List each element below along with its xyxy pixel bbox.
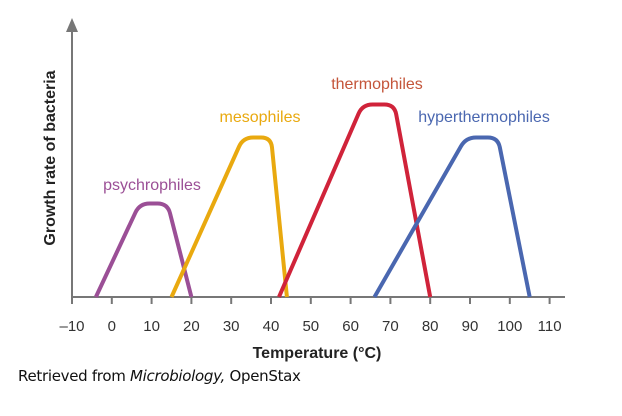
x-axis-label: Temperature (°C): [253, 345, 382, 362]
y-axis-arrow-icon: [66, 18, 78, 32]
label-hyperthermophiles: hyperthermophiles: [418, 109, 550, 126]
caption-suffix: OpenStax: [225, 367, 301, 385]
x-tick-label: 100: [497, 318, 522, 335]
label-thermophiles: thermophiles: [331, 76, 423, 93]
caption: Retrieved from Microbiology, OpenStax: [18, 367, 301, 385]
curve-mesophiles: [169, 135, 289, 298]
x-tick-label: 110: [538, 318, 562, 335]
x-tick-label: –10: [59, 318, 84, 335]
x-tick-label: 40: [263, 318, 280, 335]
x-tick-label: 10: [143, 318, 160, 335]
x-tick-label: 30: [223, 318, 240, 335]
caption-source-title: Microbiology,: [130, 367, 226, 385]
x-ticks: –10 0 10 20 30 40 50 60 70 80 90 100 110: [59, 297, 562, 335]
series-labels: psychrophiles mesophiles thermophiles hyper…: [103, 76, 550, 194]
caption-prefix: Retrieved from: [18, 367, 130, 385]
y-axis-label: Growth rate of bacteria: [42, 70, 59, 245]
label-psychrophiles: psychrophiles: [103, 177, 201, 194]
x-tick-label: 0: [108, 318, 116, 335]
x-tick-label: 60: [342, 318, 359, 335]
curve-hyperthermophiles: [372, 135, 532, 298]
x-tick-label: 90: [462, 318, 479, 335]
curves: [94, 102, 532, 298]
x-tick-label: 70: [382, 318, 399, 335]
curve-thermophiles: [277, 102, 433, 298]
x-tick-label: 80: [422, 318, 439, 335]
x-tick-label: 20: [183, 318, 200, 335]
axes: [66, 18, 565, 298]
label-mesophiles: mesophiles: [220, 109, 301, 126]
curve-psychrophiles: [94, 201, 194, 298]
x-tick-label: 50: [302, 318, 319, 335]
